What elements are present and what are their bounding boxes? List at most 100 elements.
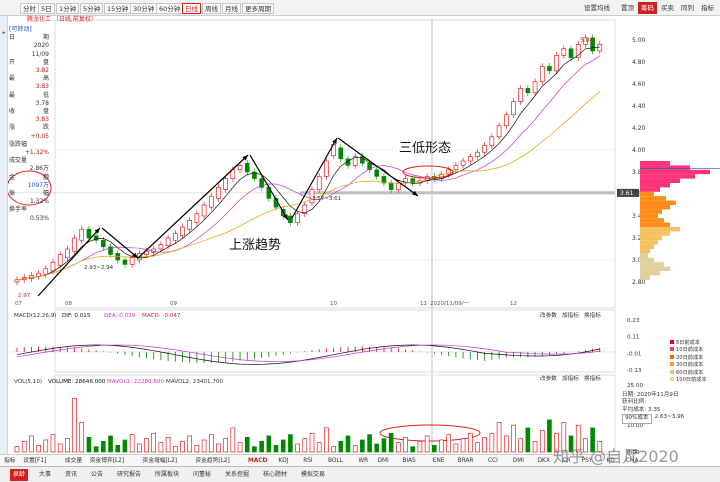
- volume-bar: [352, 444, 358, 453]
- indicator-tab-1[interactable]: 设置[F1]: [23, 458, 47, 464]
- period-tab-5[interactable]: 30分钟: [130, 3, 158, 14]
- right-tab-3[interactable]: 同列: [681, 4, 694, 12]
- volume-profile-bar: [640, 257, 654, 263]
- info-value: 低: [42, 91, 49, 99]
- indicator-tab-9[interactable]: BOLL: [328, 458, 343, 464]
- period-tab-4[interactable]: 15分钟: [104, 3, 132, 14]
- indicator-tab-8[interactable]: RSI: [303, 458, 313, 464]
- indicator-tab-3[interactable]: 资金博弈[L2]: [89, 458, 125, 464]
- bottom-tab-1[interactable]: 大事: [39, 471, 52, 478]
- bottom-tab-4[interactable]: 研究报告: [117, 471, 142, 478]
- volume-circle: [379, 424, 481, 442]
- indicator-tab-2[interactable]: 成交量: [64, 458, 83, 464]
- volume-bar: [302, 438, 308, 453]
- price-tick: 4.00: [632, 147, 646, 154]
- trend-arrow-6-head: [412, 190, 418, 196]
- right-tab-0[interactable]: 置顶: [621, 4, 634, 12]
- indicator-tab-18[interactable]: CR: [562, 458, 571, 464]
- bottom-tab-0[interactable]: 泉龄: [10, 469, 29, 481]
- period-tab-3[interactable]: 5分钟: [80, 3, 104, 14]
- volume-bar: [208, 434, 214, 453]
- period-tab-0[interactable]: 分时: [20, 3, 39, 14]
- macd-dea: DEA: 0.039: [104, 313, 136, 319]
- period-tab-6[interactable]: 60分钟: [156, 3, 184, 14]
- legend-swatch: [670, 340, 674, 344]
- info-label: 振: [9, 190, 16, 198]
- panel-button-2[interactable]: 换指标: [584, 374, 601, 382]
- bottom-tab-7[interactable]: 关系挖掘: [225, 471, 250, 478]
- indicator-tab-21[interactable]: CMA: [625, 458, 639, 464]
- indicator-tab-10[interactable]: WR: [358, 458, 369, 464]
- macd-tick: -0.01: [627, 351, 642, 357]
- info-row: 换手率: [9, 206, 49, 214]
- volume-bar: [57, 443, 63, 453]
- bottom-tab-9[interactable]: 模拟交易: [301, 471, 326, 478]
- volume-bar: [216, 443, 221, 453]
- panel-button-2[interactable]: 换指标: [584, 311, 601, 319]
- indicator-tab-20[interactable]: KD: [606, 458, 615, 464]
- volume-profile-bar: [640, 227, 680, 232]
- bottom-tab-3[interactable]: 公告: [91, 471, 104, 478]
- candle-body: [72, 237, 77, 252]
- annotation-uptrend: 上涨趋势: [229, 238, 282, 253]
- indicator-tab-5[interactable]: 资金趋势[L2]: [195, 458, 230, 464]
- volume-bar: [439, 439, 444, 453]
- indicator-tab-17[interactable]: DKX: [537, 458, 550, 464]
- period-tab-1[interactable]: 5日: [38, 3, 55, 14]
- volume-profile-bar: [640, 235, 662, 241]
- period-tab-7[interactable]: 日线: [182, 3, 201, 14]
- trend-arrow-3-head: [242, 155, 248, 161]
- indicator-tab-0[interactable]: 指标: [4, 458, 16, 464]
- side-tab-marker[interactable]: ▸: [2, 30, 6, 36]
- indicator-tab-13[interactable]: ENE: [432, 458, 445, 464]
- indicator-tab-4[interactable]: 资金增幅[L2]: [142, 458, 178, 464]
- info-label: 成交量: [9, 157, 28, 165]
- indicator-tab-14[interactable]: BRAR: [457, 458, 474, 464]
- right-tab-1[interactable]: 筹码: [638, 2, 657, 14]
- ma-settings-button[interactable]: 设置均线: [584, 4, 610, 12]
- cost-90-select[interactable]: 90%成本: [622, 414, 652, 424]
- annotation-triple-low: 三低形态: [399, 141, 452, 156]
- volume-bar: [194, 444, 200, 453]
- volume-profile-bar: [640, 169, 710, 175]
- indicator-tab-11[interactable]: DMI: [377, 458, 389, 464]
- bottom-tab-5[interactable]: 所属板块: [155, 471, 180, 478]
- bottom-tab-6[interactable]: 问董秘: [193, 471, 212, 478]
- volume-bar: [259, 440, 264, 453]
- panel-button-0[interactable]: 改参数: [540, 311, 557, 319]
- indicator-tab-15[interactable]: CCI: [488, 458, 498, 464]
- stock-title: 腾龙化工 （日线,前复权）: [27, 16, 97, 23]
- bottom-tab-8[interactable]: 核心题材: [263, 471, 288, 478]
- volume-bar: [230, 427, 236, 453]
- trend-arrow-1-head: [94, 228, 100, 234]
- volume-bar: [50, 434, 56, 453]
- period-tab-10[interactable]: 更多周期: [242, 3, 274, 14]
- volume-bar: [532, 440, 538, 453]
- candle-body: [165, 237, 171, 246]
- indicator-tab-6[interactable]: MACD: [248, 458, 268, 464]
- candle-body: [554, 55, 559, 72]
- panel-button-1[interactable]: 加指标: [562, 374, 579, 382]
- indicator-tab-12[interactable]: BIAS: [402, 458, 416, 464]
- indicator-tab-16[interactable]: DMI: [512, 458, 524, 464]
- candle-body: [482, 145, 487, 153]
- bottom-tab-2[interactable]: 资讯: [65, 471, 78, 478]
- right-tab-4[interactable]: 指标: [701, 4, 714, 12]
- candle-body: [583, 37, 588, 45]
- period-tab-2[interactable]: 1分钟: [56, 3, 80, 14]
- period-tab-8[interactable]: 周线: [202, 3, 221, 14]
- right-tab-2[interactable]: 买卖: [661, 4, 674, 12]
- panel-button-0[interactable]: 改参数: [540, 374, 557, 382]
- volume-profile-bar: [640, 218, 664, 223]
- panel-button-1[interactable]: 加指标: [562, 311, 579, 319]
- legend-swatch: [670, 347, 674, 352]
- info-label: 开: [9, 58, 16, 66]
- candle-body: [597, 44, 603, 52]
- indicator-tab-19[interactable]: PSY: [581, 458, 593, 464]
- info-row: 成交量: [9, 157, 49, 165]
- price-tick: 4.20: [632, 125, 646, 132]
- legend-swatch: [670, 369, 674, 374]
- period-tab-9[interactable]: 月线: [222, 3, 241, 14]
- indicator-tab-7[interactable]: KDJ: [278, 458, 289, 464]
